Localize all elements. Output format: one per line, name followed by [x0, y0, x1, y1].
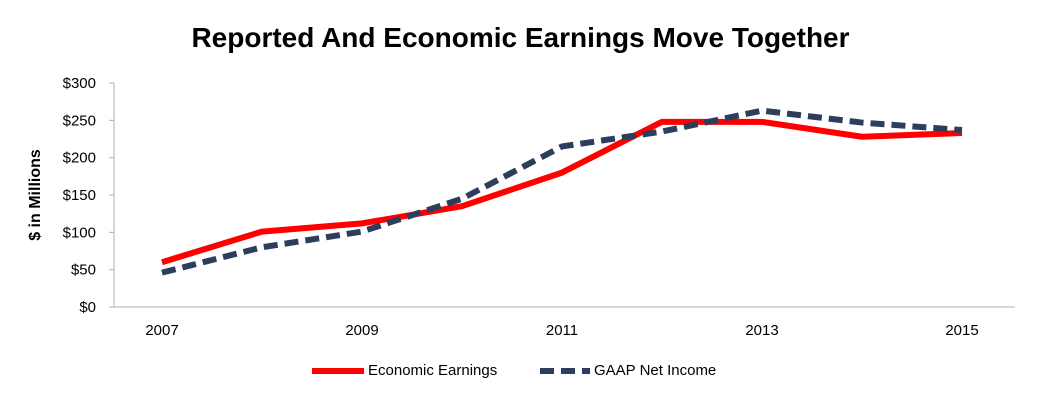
legend-swatch-solid-red — [312, 367, 364, 374]
axes — [109, 82, 1015, 308]
x-tick-labels: 2007 2009 2011 2013 2015 — [145, 322, 978, 339]
x-tick-label: 2015 — [945, 322, 978, 339]
series-line-gaap-net-income — [161, 107, 963, 276]
legend-item-gaap-net-income: GAAP Net Income — [540, 362, 716, 379]
legend-swatch-dashed-navy — [540, 367, 590, 374]
y-axis-label: $ in Millions — [27, 149, 44, 241]
x-tick-label: 2007 — [145, 322, 178, 339]
y-tick-label: $200 — [63, 150, 96, 167]
y-tick-label: $300 — [63, 75, 96, 92]
y-tick-label: $250 — [63, 112, 96, 129]
series-lines — [161, 107, 963, 276]
x-tick-label: 2013 — [745, 322, 778, 339]
legend-item-economic-earnings: Economic Earnings — [312, 362, 497, 379]
y-tick-labels: $0 $50 $100 $150 $200 $250 $300 — [63, 75, 96, 316]
y-tick-label: $150 — [63, 187, 96, 204]
legend-label: GAAP Net Income — [594, 362, 717, 379]
y-tick-label: $0 — [79, 299, 96, 316]
y-tick-label: $50 — [71, 262, 96, 279]
y-tick-label: $100 — [63, 224, 96, 241]
series-line-economic-earnings — [161, 118, 963, 266]
x-tick-label: 2011 — [546, 322, 578, 339]
chart-title: Reported And Economic Earnings Move Toge… — [191, 22, 850, 53]
legend-label: Economic Earnings — [368, 362, 498, 379]
x-tick-label: 2009 — [345, 322, 378, 339]
